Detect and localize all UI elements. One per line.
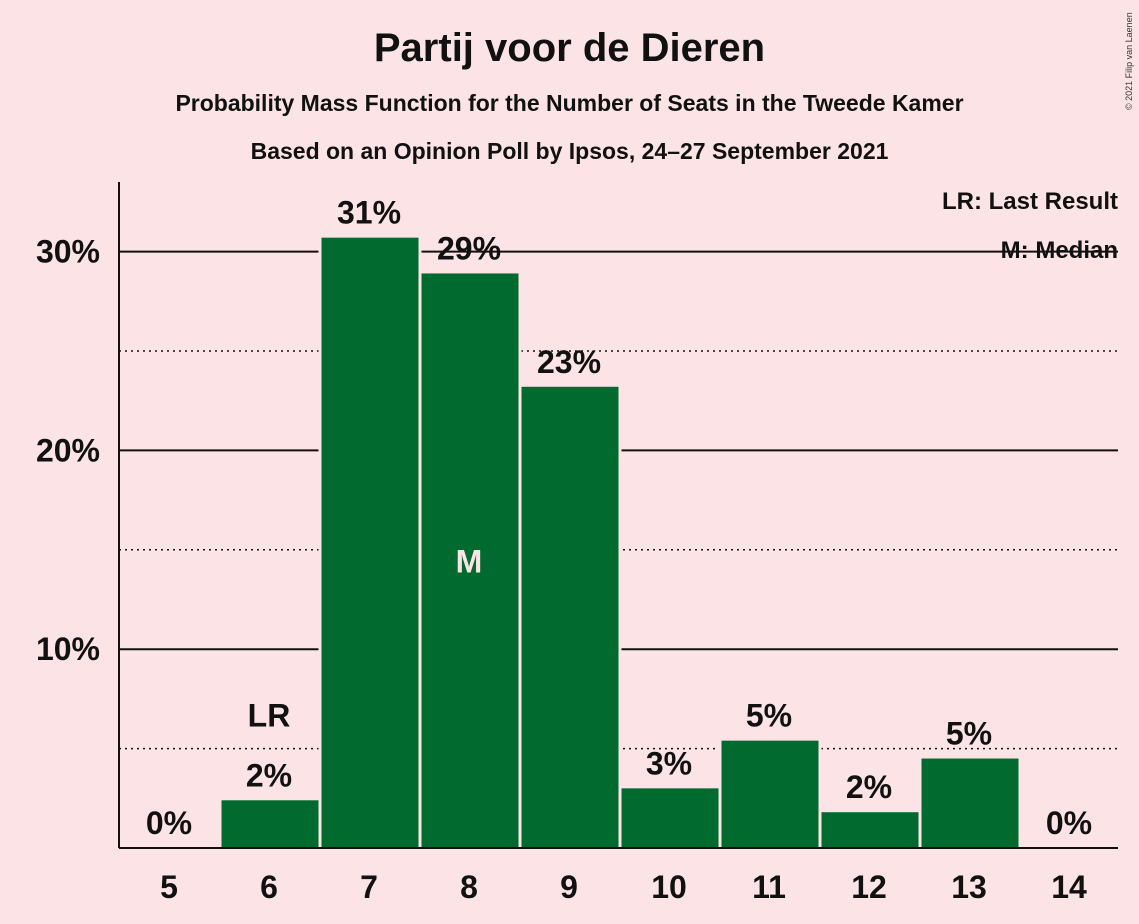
x-tick-label: 11 xyxy=(752,869,786,905)
last-result-marker: LR xyxy=(248,697,291,733)
bar-6 xyxy=(221,800,319,848)
y-tick-label: 10% xyxy=(36,631,100,667)
bar-value-label: 0% xyxy=(1046,805,1092,841)
bar-value-label: 2% xyxy=(846,769,892,805)
bar-11 xyxy=(721,740,819,848)
y-tick-label: 20% xyxy=(36,432,100,468)
bar-13 xyxy=(921,758,1019,848)
bar-value-label: 23% xyxy=(537,344,601,380)
bar-value-label: 0% xyxy=(146,805,192,841)
x-tick-label: 12 xyxy=(851,869,887,905)
bar-8 xyxy=(421,273,519,848)
chart-title: Partij voor de Dieren xyxy=(373,26,766,70)
bar-9 xyxy=(521,386,619,848)
x-tick-label: 13 xyxy=(951,869,987,905)
x-tick-label: 8 xyxy=(460,869,478,905)
chart-source-line: Based on an Opinion Poll by Ipsos, 24–27… xyxy=(250,138,889,164)
legend-median: M: Median xyxy=(1001,237,1118,264)
x-tick-label: 7 xyxy=(360,869,378,905)
axes xyxy=(118,182,1118,849)
legend: LR: Last Result M: Median xyxy=(942,188,1118,264)
bar-value-label: 3% xyxy=(646,745,692,781)
bars xyxy=(218,234,1022,849)
bar-value-label: 2% xyxy=(246,757,292,793)
median-marker: M xyxy=(456,544,483,580)
x-tick-label: 6 xyxy=(260,869,278,905)
bar-value-label: 5% xyxy=(946,716,992,752)
x-tick-label: 5 xyxy=(160,869,178,905)
labels: 10% 20% 30% 0% 5 2% 6 LR 31% 7 29% 8 M 23% 9 3% 10 5% 11 2%… xyxy=(36,195,1092,905)
bar-value-label: 31% xyxy=(337,195,401,231)
bar-12 xyxy=(821,812,919,848)
bar-10 xyxy=(621,788,719,848)
bar-value-label: 5% xyxy=(746,698,792,734)
bar-value-label: 29% xyxy=(437,230,501,266)
x-tick-label: 9 xyxy=(560,869,578,905)
x-tick-label: 10 xyxy=(651,869,687,905)
legend-last-result: LR: Last Result xyxy=(942,188,1118,215)
x-tick-label: 14 xyxy=(1051,869,1087,905)
chart-subtitle: Probability Mass Function for the Number… xyxy=(175,90,964,116)
bar-7 xyxy=(321,237,419,849)
y-tick-label: 30% xyxy=(36,234,100,270)
